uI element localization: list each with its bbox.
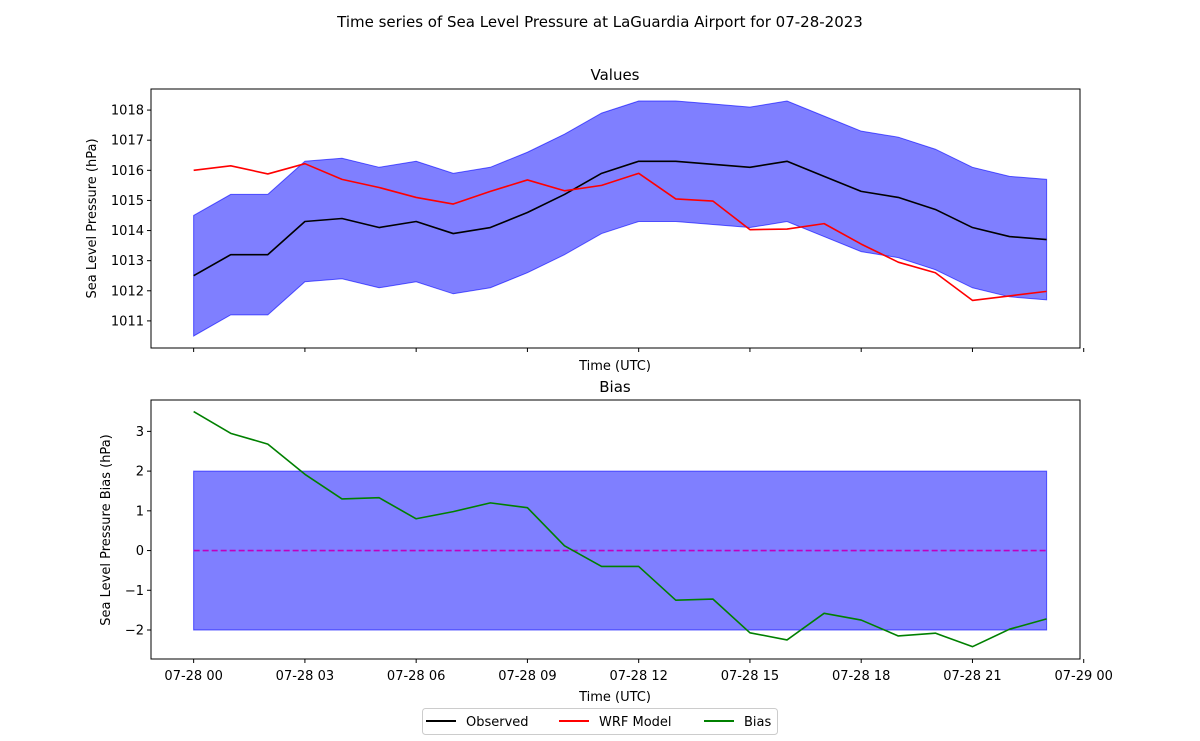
bias-y-tick-label: −1 [125, 584, 144, 599]
bias-y-tick-label: −2 [125, 624, 144, 639]
values-y-tick-label: 1016 [111, 164, 144, 179]
values-y-tick-label: 1015 [111, 194, 144, 209]
values-series-line-wrf-model [193, 162, 1047, 302]
bias-y-ticks: −2 −1 0 1 2 3 [125, 425, 151, 639]
bias-series [193, 410, 1047, 648]
legend-label-wrf-model: WRF Model [599, 715, 672, 730]
values-x-ticks [193, 348, 1085, 352]
bias-axes-title: Bias [599, 378, 631, 396]
values-axes-frame [150, 88, 1081, 349]
legend: Observed WRF Model Bias [422, 708, 778, 735]
bias-axes-frame [150, 399, 1081, 660]
values-y-ticks: 1011 1012 1013 1014 1015 1016 1017 1018 [111, 104, 151, 329]
values-band-area [193, 100, 1048, 337]
figure-title: Time series of Sea Level Pressure at LaG… [336, 13, 863, 31]
legend-label-observed: Observed [466, 715, 529, 730]
bias-x-tick-label: 07-29 00 [1054, 669, 1112, 684]
values-y-tick-label: 1014 [111, 224, 144, 239]
values-axes-title: Values [590, 66, 639, 84]
values-y-tick-label: 1011 [111, 314, 144, 329]
bias-y-tick-label: 3 [136, 425, 144, 440]
bias-y-tick-label: 1 [136, 504, 144, 519]
legend-label-bias: Bias [744, 715, 771, 730]
bias-y-tick-label: 2 [136, 465, 144, 480]
values-y-tick-label: 1012 [111, 284, 144, 299]
bias-x-ticks: 07-28 00 07-28 03 07-28 06 07-28 09 07-28 12… [164, 659, 1113, 684]
bias-x-tick-label: 07-28 06 [387, 669, 445, 684]
bias-x-tick-label: 07-28 12 [609, 669, 667, 684]
bias-x-tick-label: 07-28 03 [276, 669, 334, 684]
legend-frame [422, 708, 778, 735]
values-series [193, 160, 1047, 302]
values-y-axis-label: Sea Level Pressure (hPa) [85, 138, 100, 298]
values-x-axis-label: Time (UTC) [578, 359, 651, 374]
bias-x-tick-label: 07-28 00 [164, 669, 222, 684]
bias-series-line-bias [193, 410, 1047, 648]
values-axes: Values 10111012101310141015101610171018 … [85, 66, 1085, 374]
values-y-tick-label: 1013 [111, 254, 144, 269]
bias-x-tick-label: 07-28 21 [943, 669, 1001, 684]
bias-y-tick-label: 0 [136, 544, 144, 559]
bias-x-tick-label: 07-28 18 [832, 669, 890, 684]
bias-x-axis-label: Time (UTC) [578, 690, 651, 705]
bias-x-tick-label: 07-28 09 [498, 669, 556, 684]
values-y-tick-label: 1018 [111, 104, 144, 119]
bias-x-tick-label: 07-28 15 [721, 669, 779, 684]
values-uncertainty-band [193, 100, 1048, 337]
values-y-tick-label: 1017 [111, 134, 144, 149]
bias-y-axis-label: Sea Level Pressure Bias (hPa) [99, 434, 114, 625]
values-series-line-observed [193, 160, 1047, 277]
